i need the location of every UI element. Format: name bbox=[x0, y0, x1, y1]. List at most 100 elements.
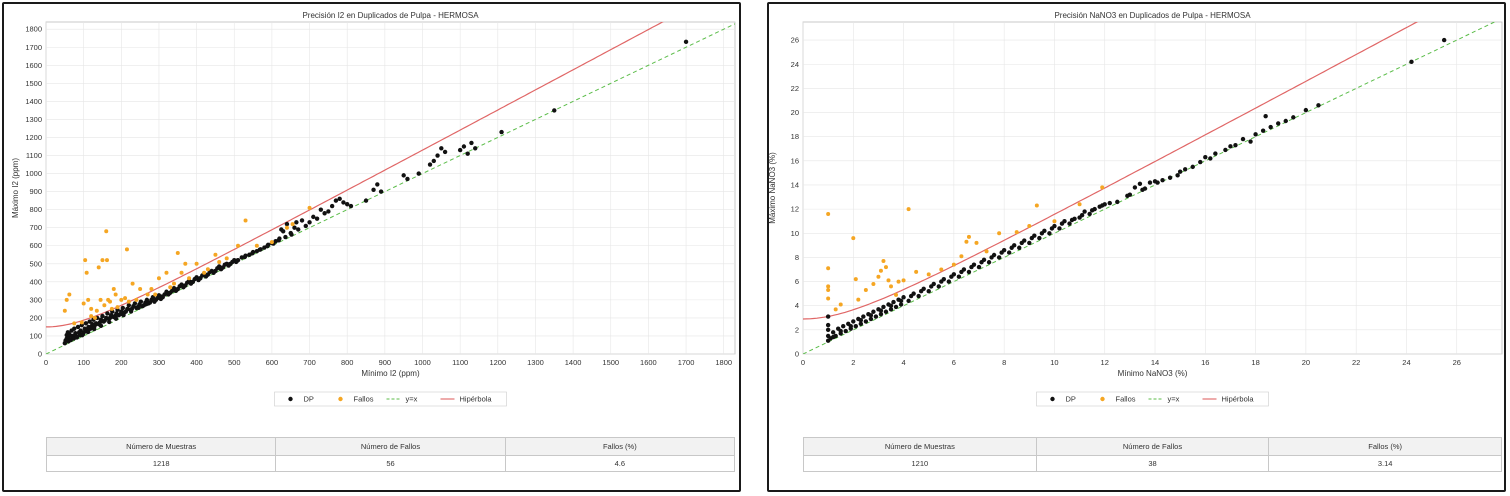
table-cell: 4.6 bbox=[504, 455, 736, 472]
dp-point bbox=[1223, 147, 1228, 153]
table-header: Número de Fallos bbox=[1035, 437, 1270, 456]
dp-point bbox=[1027, 240, 1032, 246]
fallos-point bbox=[217, 259, 222, 264]
dp-point bbox=[1175, 173, 1180, 178]
x-tick-label: 4 bbox=[901, 358, 905, 367]
fallos-point bbox=[826, 288, 831, 293]
fallos-point bbox=[126, 299, 131, 304]
fallos-point bbox=[876, 274, 881, 279]
dp-point bbox=[85, 329, 91, 335]
dp-point bbox=[72, 326, 77, 331]
fallos-point bbox=[72, 321, 77, 326]
dp-point bbox=[1039, 231, 1045, 236]
dp-point bbox=[916, 293, 921, 299]
y-tick-label: 0 bbox=[795, 350, 799, 359]
dp-point bbox=[1276, 121, 1281, 126]
dp-point bbox=[1029, 235, 1035, 241]
dp-point bbox=[499, 129, 504, 135]
dp-point bbox=[1233, 142, 1238, 148]
x-tick-label: 18 bbox=[1251, 358, 1259, 367]
x-tick-label: 1600 bbox=[640, 358, 657, 367]
table-cell: 38 bbox=[1035, 455, 1270, 472]
y-tick-label: 1500 bbox=[25, 79, 42, 88]
fallos-point bbox=[194, 261, 199, 266]
dp-point bbox=[906, 298, 911, 304]
fallos-point bbox=[106, 297, 111, 302]
dp-point bbox=[893, 304, 899, 310]
table-header: Número de Fallos bbox=[275, 437, 506, 456]
dp-point bbox=[159, 294, 165, 299]
fallos-point bbox=[290, 222, 295, 227]
dp-point bbox=[1260, 128, 1266, 133]
fallos-point bbox=[92, 315, 97, 320]
dp-point bbox=[126, 303, 132, 308]
x-tick-label: 1500 bbox=[602, 358, 619, 367]
dp-point bbox=[1037, 235, 1042, 241]
y-tick-label: 300 bbox=[29, 295, 42, 304]
fallos-point bbox=[984, 249, 989, 254]
fallos-point bbox=[871, 281, 876, 286]
dp-point bbox=[1167, 175, 1173, 180]
fallos-point bbox=[119, 297, 124, 302]
dp-point bbox=[1009, 245, 1014, 250]
y-tick-label: 8 bbox=[795, 253, 799, 262]
dp-point bbox=[1283, 118, 1288, 124]
table-header: Número de Muestras bbox=[803, 437, 1037, 456]
dp-point bbox=[1137, 181, 1143, 186]
y-tick-label: 10 bbox=[791, 229, 799, 238]
y-tick-label: 600 bbox=[29, 241, 42, 250]
dp-point bbox=[1291, 115, 1296, 120]
y-axis-label: Máximo I2 (ppm) bbox=[11, 158, 20, 218]
dp-point bbox=[174, 287, 180, 292]
fallos-point bbox=[67, 292, 72, 297]
dp-point bbox=[204, 272, 210, 278]
dp-point bbox=[235, 258, 240, 263]
fallos-point bbox=[124, 247, 129, 252]
dp-point bbox=[1147, 180, 1153, 185]
dp-point bbox=[946, 279, 952, 284]
legend-label: Hipérbola bbox=[460, 395, 493, 404]
x-tick-label: 1700 bbox=[678, 358, 695, 367]
fallos-point bbox=[307, 205, 312, 210]
dp-point bbox=[883, 309, 889, 314]
fallos-point bbox=[89, 314, 94, 319]
dp-point bbox=[1087, 211, 1092, 217]
fallos-point bbox=[64, 297, 69, 302]
dp-point bbox=[1441, 37, 1447, 43]
x-axis-label: Mínimo I2 (ppm) bbox=[361, 369, 420, 378]
dp-point bbox=[250, 251, 255, 256]
y-tick-label: 2 bbox=[795, 325, 799, 334]
x-tick-label: 100 bbox=[77, 358, 90, 367]
dp-point bbox=[469, 140, 474, 146]
dp-point bbox=[683, 39, 689, 45]
dp-point bbox=[105, 311, 110, 316]
fallos-point bbox=[881, 259, 886, 264]
dp-point bbox=[1203, 155, 1208, 160]
fallos-point bbox=[886, 278, 891, 283]
dp-point bbox=[1160, 177, 1165, 183]
fallos-point bbox=[964, 239, 969, 244]
dp-point bbox=[1177, 169, 1183, 174]
y-tick-label: 900 bbox=[29, 187, 42, 196]
dp-point bbox=[457, 147, 463, 153]
fallos-point bbox=[183, 261, 188, 266]
dp-point bbox=[853, 324, 859, 329]
fallos-point bbox=[1014, 230, 1019, 235]
fallos-point bbox=[269, 240, 274, 245]
dp-point bbox=[227, 261, 232, 267]
dp-point bbox=[969, 264, 974, 270]
dp-point bbox=[830, 334, 836, 340]
chart-title: Precisión I2 en Duplicados de Pulpa - HE… bbox=[302, 11, 479, 20]
dp-point bbox=[326, 209, 331, 214]
legend-box bbox=[1036, 391, 1269, 407]
x-tick-label: 16 bbox=[1201, 358, 1209, 367]
dp-point bbox=[1208, 156, 1213, 161]
fallos-point bbox=[1027, 224, 1032, 229]
x-tick-label: 300 bbox=[153, 358, 166, 367]
plot-area bbox=[802, 21, 1503, 355]
chart-panel-nano3: Precisión NaNO3 en Duplicados de Pulpa -… bbox=[767, 2, 1506, 492]
fallos-point bbox=[926, 272, 931, 277]
x-tick-label: 0 bbox=[44, 358, 48, 367]
dp-point bbox=[1047, 231, 1052, 236]
dp-point bbox=[75, 324, 81, 330]
